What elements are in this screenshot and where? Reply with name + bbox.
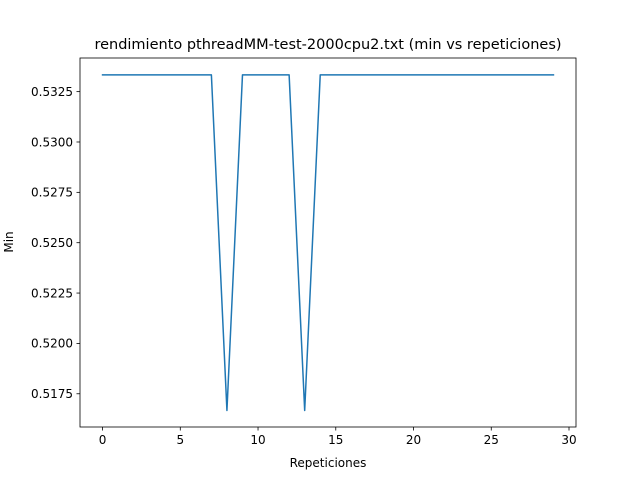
y-tick-label: 0.5175 [31, 387, 73, 401]
x-tick-label: 10 [250, 433, 265, 447]
x-tick-label: 30 [561, 433, 576, 447]
x-tick-label: 20 [406, 433, 421, 447]
chart-title: rendimiento pthreadMM-test-2000cpu2.txt … [94, 37, 561, 53]
x-tick-label: 0 [99, 433, 107, 447]
x-axis-label: Repeticiones [290, 456, 367, 470]
plot-frame [79, 57, 577, 428]
y-axis-label: Min [2, 231, 16, 252]
y-tick-label: 0.5275 [31, 186, 73, 200]
y-tick-label: 0.5300 [31, 135, 73, 149]
x-tick-label: 5 [176, 433, 184, 447]
y-tick-label: 0.5250 [31, 236, 73, 250]
plot-area: 0 5 10 15 20 25 30 0.5175 0.5200 0.5225 0.5250 0.52… [31, 57, 577, 447]
x-tick-label: 15 [328, 433, 343, 447]
y-tick-label: 0.5225 [31, 286, 73, 300]
y-tick-label: 0.5325 [31, 85, 73, 99]
series-line-0 [101, 74, 555, 412]
x-tick-label: 25 [484, 433, 499, 447]
y-tick-label: 0.5200 [31, 337, 73, 351]
